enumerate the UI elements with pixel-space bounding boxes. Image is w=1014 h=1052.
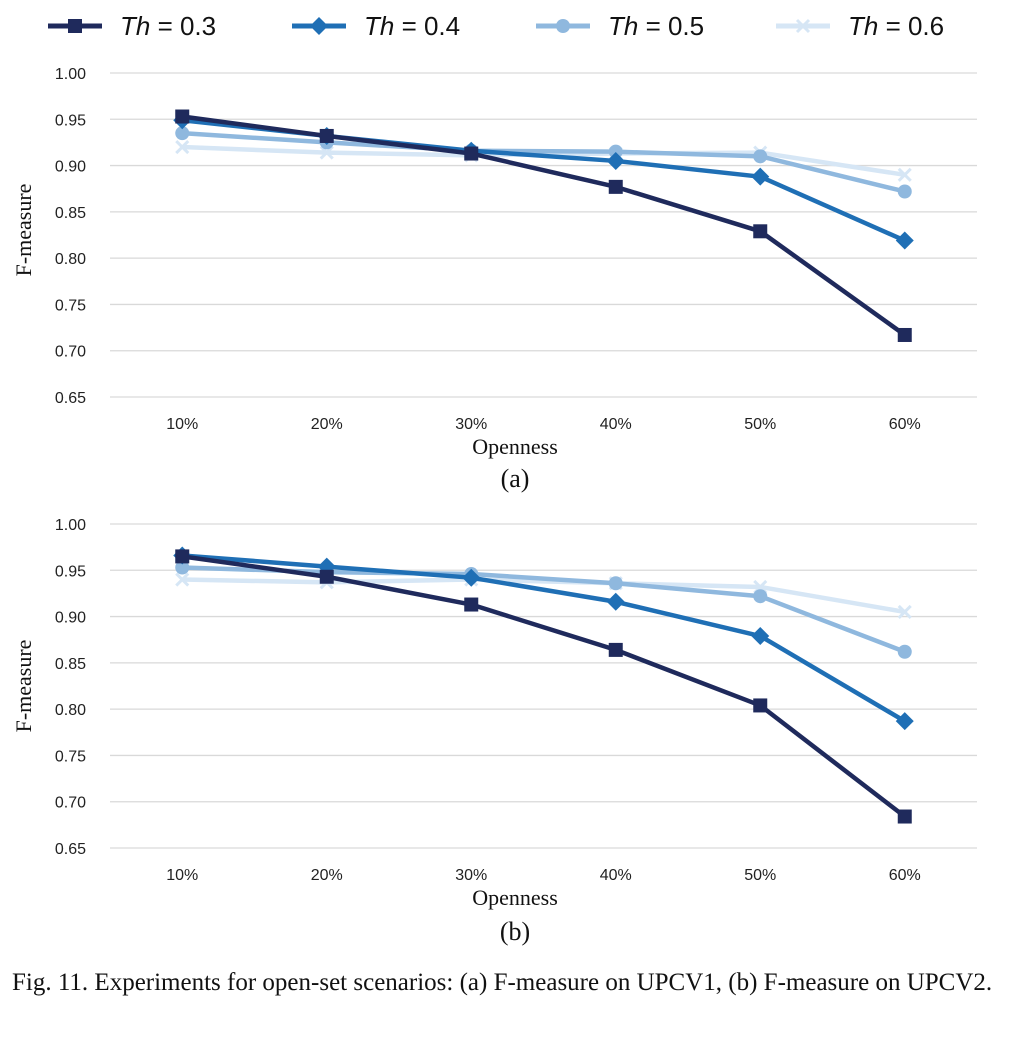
y-tick-label: 0.70 [55, 344, 86, 361]
panel-label: (a) [501, 464, 530, 493]
x-tick-label: 40% [600, 416, 632, 433]
y-tick-label: 0.85 [55, 205, 86, 222]
figure-caption: Fig. 11. Experiments for open-set scenar… [12, 969, 993, 996]
data-point [462, 568, 481, 587]
legend-item: Th = 0.4 [292, 11, 460, 41]
figure: Th = 0.3 Th = 0.4 Th = 0.5 Th = 0.6 1.00 0.9… [11, 11, 977, 946]
panel-label: (b) [500, 917, 530, 946]
legend-marker [795, 18, 811, 34]
data-point [753, 224, 768, 239]
y-tick-label: 0.80 [55, 251, 86, 268]
series-line [182, 130, 906, 194]
data-point [753, 589, 768, 604]
legend-marker [310, 17, 328, 35]
data-point [464, 146, 479, 161]
x-tick-label: 60% [889, 867, 921, 884]
series-3 [175, 560, 912, 659]
data-point [606, 151, 625, 170]
data-point [895, 712, 914, 731]
legend-label: Th = 0.5 [608, 11, 704, 41]
x-tick-label: 20% [311, 416, 343, 433]
y-tick-label: 0.70 [55, 795, 86, 812]
data-point [319, 128, 334, 143]
data-point [608, 144, 623, 159]
data-point [897, 644, 912, 659]
legend-marker [68, 19, 82, 33]
y-tick-label: 0.65 [55, 390, 86, 407]
series-line [182, 577, 906, 615]
data-point [895, 231, 914, 250]
series-line [181, 114, 907, 337]
x-tick-label: 50% [744, 416, 776, 433]
data-point [175, 572, 190, 587]
y-tick-label: 1.00 [55, 66, 86, 83]
y-tick-label: 0.75 [55, 297, 86, 314]
x-tick-label: 50% [744, 867, 776, 884]
y-axis-label: F-measure [11, 640, 36, 733]
series-1 [175, 109, 912, 342]
x-axis-label: Openness [472, 885, 558, 910]
y-tick-label: 1.00 [55, 517, 86, 534]
legend-item: Th = 0.3 [48, 11, 216, 41]
legend-marker [556, 19, 570, 33]
data-point [608, 179, 623, 194]
data-point [319, 569, 334, 584]
x-tick-label: 30% [455, 867, 487, 884]
data-point [606, 592, 625, 611]
data-point [175, 126, 190, 141]
x-tick-label: 10% [166, 416, 198, 433]
data-point [464, 597, 479, 612]
data-point [897, 327, 912, 342]
data-point [753, 698, 768, 713]
series-3 [175, 126, 912, 199]
x-tick-label: 30% [455, 416, 487, 433]
data-point [175, 109, 190, 124]
x-axis-label: Openness [472, 434, 558, 459]
y-tick-label: 0.95 [55, 112, 86, 129]
series-line [181, 554, 907, 819]
x-tick-label: 20% [311, 867, 343, 884]
data-point [897, 604, 912, 620]
data-point [608, 576, 623, 591]
y-tick-label: 0.65 [55, 841, 86, 858]
data-point [319, 145, 334, 160]
x-tick-label: 60% [889, 416, 921, 433]
legend-item: Th = 0.6 [776, 11, 944, 41]
data-point [897, 809, 912, 824]
series-2 [173, 546, 914, 731]
data-point [751, 627, 770, 646]
data-point [897, 167, 912, 182]
data-point [751, 167, 770, 186]
legend-label: Th = 0.6 [848, 11, 944, 41]
data-point [175, 549, 190, 564]
data-point [175, 139, 190, 155]
legend-label: Th = 0.3 [120, 11, 216, 41]
y-tick-label: 0.75 [55, 748, 86, 765]
y-tick-label: 0.80 [55, 702, 86, 719]
y-tick-label: 0.90 [55, 159, 86, 176]
data-point [753, 149, 768, 164]
legend: Th = 0.3 Th = 0.4 Th = 0.5 Th = 0.6 [48, 11, 944, 41]
series-line [182, 553, 906, 724]
series-1 [175, 549, 912, 824]
chart-panel-b: 1.00 0.95 0.90 0.85 0.80 0.75 0.70 0.65 10% 20% 30… [11, 517, 977, 946]
legend-label: Th = 0.4 [364, 11, 460, 41]
series-4 [175, 139, 912, 182]
y-tick-label: 0.85 [55, 656, 86, 673]
y-tick-label: 0.90 [55, 610, 86, 627]
legend-item: Th = 0.5 [536, 11, 704, 41]
data-point [175, 560, 190, 575]
x-tick-label: 10% [166, 867, 198, 884]
y-axis-label: F-measure [11, 184, 36, 277]
data-point [897, 184, 912, 199]
y-tick-label: 0.95 [55, 563, 86, 580]
data-point [608, 642, 623, 657]
chart-panel-a: 1.00 0.95 0.90 0.85 0.80 0.75 0.70 0.65 10% 20% 30… [11, 66, 977, 493]
x-tick-label: 40% [600, 867, 632, 884]
